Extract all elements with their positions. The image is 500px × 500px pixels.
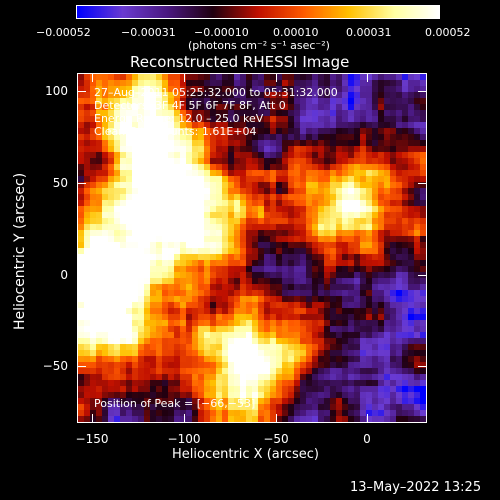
- y-tick-label: −50: [42, 359, 68, 373]
- annotation-peak: Position of Peak = [−66,−53]: [94, 397, 256, 410]
- y-tick-mark: [418, 275, 426, 276]
- y-tick-mark: [418, 91, 426, 92]
- plot-frame: [77, 73, 427, 423]
- x-tick-mark: [367, 414, 368, 422]
- timestamp: 13–May–2022 13:25: [350, 480, 482, 495]
- y-tick-mark: [78, 183, 86, 184]
- x-tick-mark: [276, 414, 277, 422]
- chart-title: Reconstructed RHESSI Image: [130, 53, 350, 71]
- x-tick-mark: [276, 74, 277, 82]
- colorbar-tick-2: −0.00010: [194, 26, 249, 39]
- y-tick-label: 0: [60, 268, 68, 282]
- y-tick-mark: [78, 91, 86, 92]
- y-tick-label: 100: [45, 84, 68, 98]
- x-tick-label: −100: [167, 432, 201, 446]
- colorbar-tick-4: 0.00031: [346, 26, 392, 39]
- colorbar-units: (photons cm⁻² s⁻¹ asec⁻²): [188, 39, 330, 52]
- colorbar-tick-3: 0.00010: [273, 26, 319, 39]
- colorbar-tick-1: −0.00031: [121, 26, 176, 39]
- annotation-detectors: Detectors: 3F 4F 5F 6F 7F 8F, Att 0: [94, 99, 286, 112]
- x-tick-label: −150: [75, 432, 109, 446]
- colorbar-tick-5: 0.00052: [425, 26, 471, 39]
- rhessi-heatmap: [78, 74, 426, 422]
- x-tick-label: −50: [263, 432, 289, 446]
- y-tick-mark: [78, 366, 86, 367]
- y-tick-mark: [78, 275, 86, 276]
- y-tick-mark: [418, 366, 426, 367]
- x-tick-mark: [184, 414, 185, 422]
- x-axis-label: Heliocentric X (arcsec): [172, 447, 319, 462]
- annotation-energy: Energy Range: 12.0 – 25.0 keV: [94, 112, 264, 125]
- y-axis-label: Heliocentric Y (arcsec): [12, 172, 28, 330]
- colorbar: [76, 5, 440, 19]
- annotation-clean: Clean Total counts: 1.61E+04: [94, 125, 257, 138]
- x-tick-label: 0: [363, 432, 371, 446]
- x-tick-mark: [92, 74, 93, 82]
- x-tick-mark: [92, 414, 93, 422]
- colorbar-tick-0: −0.00052: [36, 26, 91, 39]
- x-tick-mark: [367, 74, 368, 82]
- y-tick-mark: [418, 183, 426, 184]
- x-tick-mark: [184, 74, 185, 82]
- annotation-time: 27–Aug–2011 05:25:32.000 to 05:31:32.000: [94, 86, 338, 99]
- y-tick-label: 50: [52, 176, 68, 190]
